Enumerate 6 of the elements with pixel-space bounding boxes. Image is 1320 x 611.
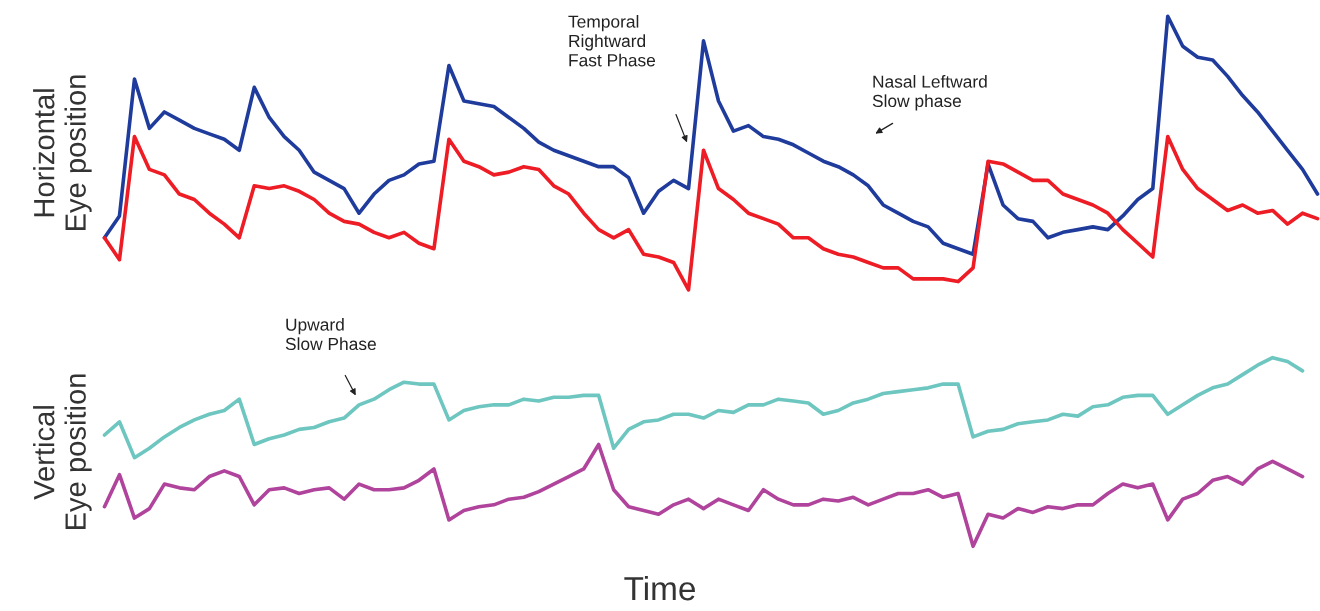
- y-axis-title: Vertical Eye position: [33, 374, 92, 530]
- text: Upward Slow Phase: [285, 318, 376, 351]
- y-axis-title: Horizontal Eye position: [33, 75, 92, 231]
- x-axis-title: Time: [624, 575, 695, 601]
- annotation: Temporal Rightward Fast Phase: [568, 15, 656, 67]
- annotation: Nasal Leftward Slow phase: [872, 75, 987, 111]
